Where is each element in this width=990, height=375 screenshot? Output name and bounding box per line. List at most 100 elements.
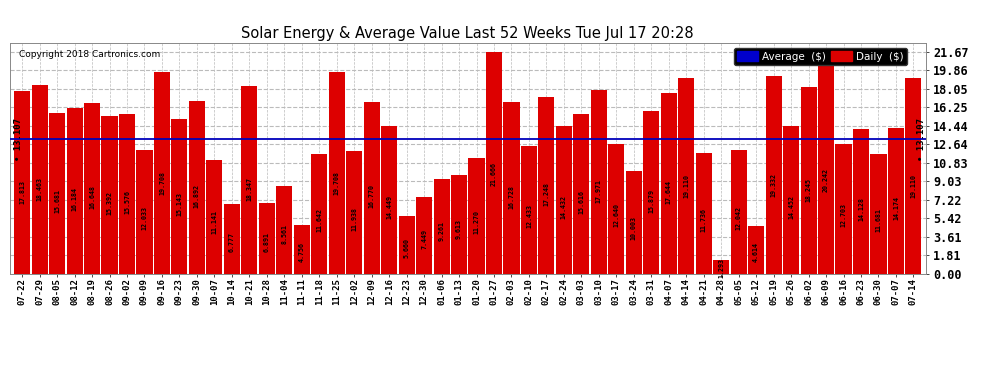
Text: 9.613: 9.613 [456, 219, 462, 239]
Text: 11.938: 11.938 [351, 207, 357, 231]
Text: 19.332: 19.332 [770, 172, 776, 196]
Bar [399, 216, 415, 274]
Text: 15.576: 15.576 [124, 190, 130, 214]
Text: 15.879: 15.879 [648, 189, 654, 213]
Bar [137, 150, 152, 274]
Text: 19.708: 19.708 [159, 171, 165, 195]
Text: 16.892: 16.892 [194, 184, 200, 208]
Text: 7.449: 7.449 [421, 230, 427, 249]
Bar [242, 86, 257, 274]
Text: 1.293: 1.293 [718, 258, 724, 278]
Bar [521, 146, 537, 274]
Bar [416, 197, 432, 274]
Bar [539, 97, 554, 274]
Bar [363, 102, 380, 274]
Text: 9.261: 9.261 [439, 221, 445, 241]
Text: 21.666: 21.666 [491, 162, 497, 186]
Text: 12.640: 12.640 [614, 204, 620, 228]
Bar [696, 153, 712, 274]
Bar [119, 114, 135, 274]
Bar [206, 159, 223, 274]
Text: • 13.107: • 13.107 [917, 118, 926, 161]
Bar [102, 116, 118, 274]
Text: 20.242: 20.242 [823, 168, 829, 192]
Bar [224, 204, 240, 274]
Text: 15.616: 15.616 [578, 190, 584, 214]
Bar [50, 113, 65, 274]
Bar [608, 144, 625, 274]
Bar [783, 126, 799, 274]
Text: 17.813: 17.813 [19, 180, 25, 204]
Text: 17.644: 17.644 [665, 180, 672, 204]
Bar [329, 72, 345, 274]
Text: 19.110: 19.110 [683, 174, 689, 198]
Text: 18.347: 18.347 [247, 177, 252, 201]
Text: 15.392: 15.392 [107, 191, 113, 215]
Bar [311, 154, 328, 274]
Text: 4.614: 4.614 [753, 243, 759, 262]
Bar [870, 154, 886, 274]
Bar [258, 203, 275, 274]
Bar [346, 152, 362, 274]
Text: 6.777: 6.777 [229, 232, 235, 252]
Text: 14.174: 14.174 [893, 196, 899, 220]
Text: 10.003: 10.003 [631, 216, 637, 240]
Bar [486, 52, 502, 274]
Text: 16.184: 16.184 [71, 187, 77, 211]
Bar [171, 118, 187, 274]
Bar [853, 129, 869, 274]
Bar [836, 144, 851, 274]
Bar [381, 126, 397, 274]
Text: 12.042: 12.042 [736, 206, 742, 230]
Bar [888, 129, 904, 274]
Title: Solar Energy & Average Value Last 52 Weeks Tue Jul 17 20:28: Solar Energy & Average Value Last 52 Wee… [242, 26, 694, 40]
Text: Copyright 2018 Cartronics.com: Copyright 2018 Cartronics.com [19, 50, 160, 59]
Bar [626, 171, 642, 274]
Text: 14.432: 14.432 [561, 195, 567, 219]
Bar [731, 150, 746, 274]
Text: 19.708: 19.708 [334, 171, 340, 195]
Bar [713, 261, 730, 274]
Legend: Average  ($), Daily  ($): Average ($), Daily ($) [734, 48, 907, 65]
Bar [153, 72, 170, 274]
Text: 12.433: 12.433 [526, 204, 532, 228]
Text: 18.245: 18.245 [806, 178, 812, 202]
Bar [294, 225, 310, 274]
Text: 16.648: 16.648 [89, 185, 95, 209]
Text: 5.660: 5.660 [404, 238, 410, 258]
Bar [678, 78, 694, 274]
Bar [504, 102, 520, 274]
Text: 16.770: 16.770 [368, 184, 374, 209]
Bar [765, 76, 782, 274]
Text: 17.971: 17.971 [596, 179, 602, 203]
Text: 11.141: 11.141 [212, 210, 218, 234]
Bar [801, 87, 817, 274]
Bar [468, 158, 484, 274]
Text: 19.110: 19.110 [911, 174, 917, 198]
Text: 11.642: 11.642 [316, 208, 322, 232]
Text: 14.452: 14.452 [788, 195, 794, 219]
Bar [434, 179, 449, 274]
Bar [748, 226, 764, 274]
Text: 14.449: 14.449 [386, 195, 392, 219]
Text: 8.561: 8.561 [281, 224, 287, 244]
Text: 16.728: 16.728 [509, 184, 515, 209]
Bar [32, 84, 48, 274]
Text: 11.736: 11.736 [701, 208, 707, 232]
Text: 12.033: 12.033 [142, 206, 148, 230]
Bar [573, 114, 589, 274]
Bar [66, 108, 82, 274]
Bar [644, 111, 659, 274]
Text: 15.143: 15.143 [176, 192, 182, 216]
Bar [818, 66, 834, 274]
Bar [84, 103, 100, 274]
Text: 14.128: 14.128 [858, 196, 864, 220]
Bar [14, 91, 30, 274]
Bar [591, 90, 607, 274]
Text: 11.270: 11.270 [473, 210, 479, 234]
Text: 4.756: 4.756 [299, 242, 305, 262]
Text: 12.703: 12.703 [841, 203, 846, 227]
Text: • 13.107: • 13.107 [15, 118, 24, 161]
Text: 11.681: 11.681 [875, 208, 881, 232]
Text: 15.681: 15.681 [54, 189, 60, 213]
